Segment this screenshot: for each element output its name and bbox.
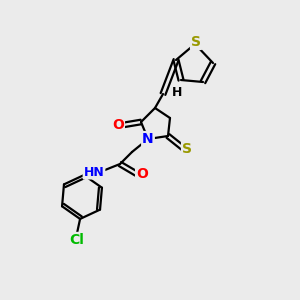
Text: H: H xyxy=(172,85,182,98)
Text: S: S xyxy=(182,142,192,156)
Text: S: S xyxy=(191,35,201,49)
Text: Cl: Cl xyxy=(70,233,85,247)
Text: N: N xyxy=(142,132,154,146)
Text: O: O xyxy=(112,118,124,132)
Text: HN: HN xyxy=(84,166,104,178)
Text: O: O xyxy=(136,167,148,181)
